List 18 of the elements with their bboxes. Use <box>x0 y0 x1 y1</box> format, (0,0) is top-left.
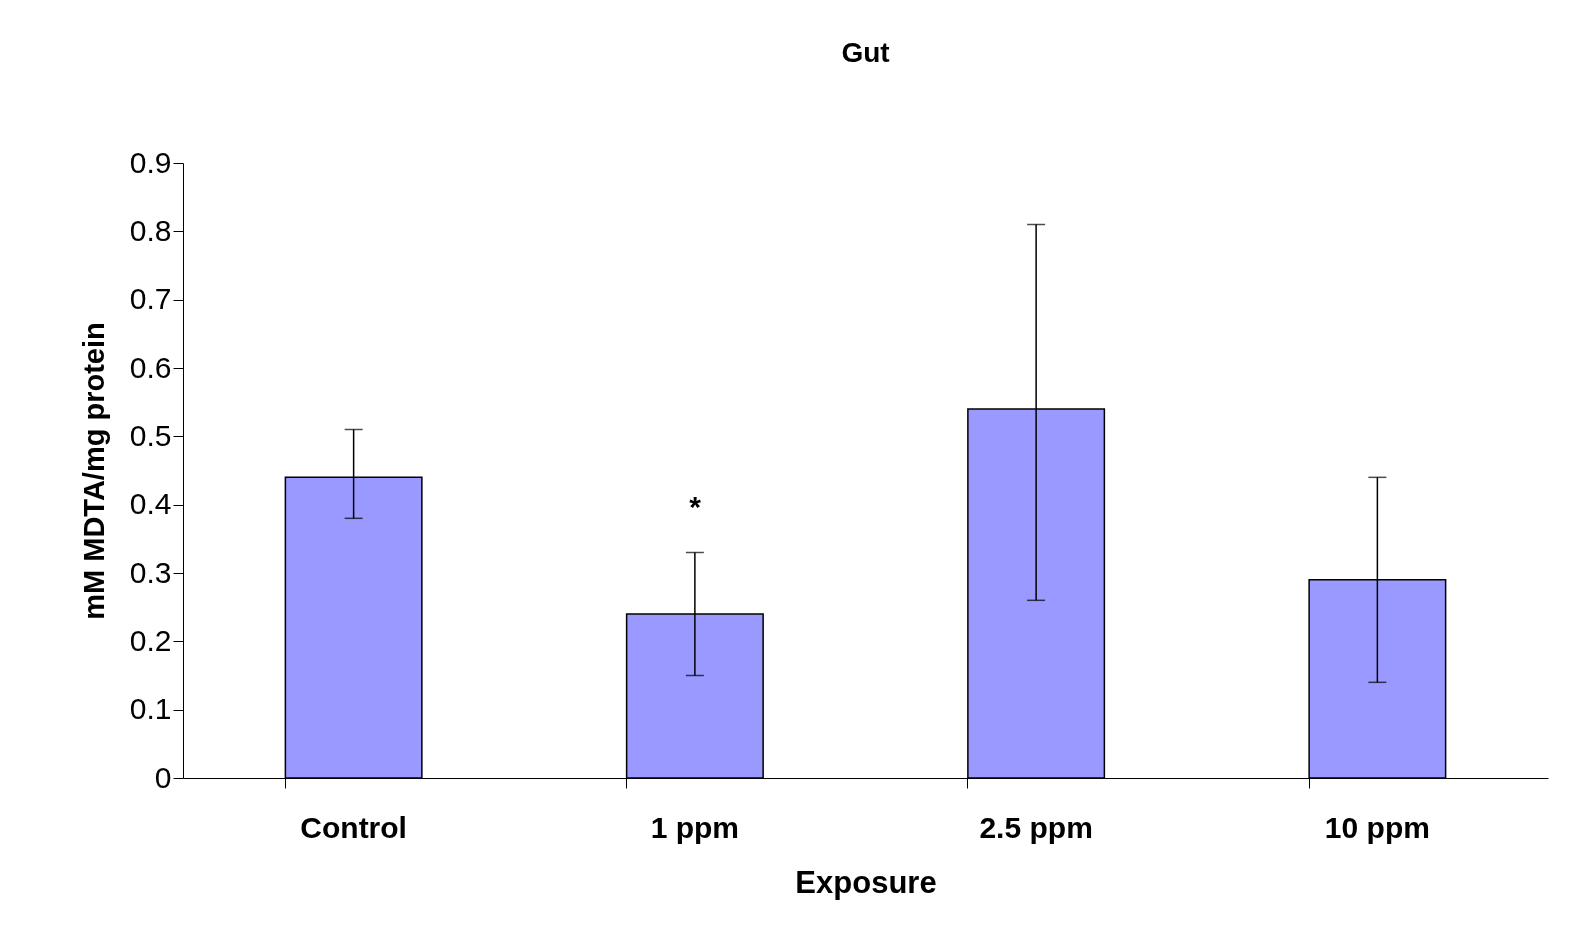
x-tick-label: 10 ppm <box>1324 810 1430 844</box>
x-tick-label: 1 ppm <box>650 810 740 844</box>
x-tick-label: Control <box>300 810 407 844</box>
y-tick-label: 0.8 <box>129 213 172 247</box>
x-axis-title: Exposure <box>795 864 937 900</box>
x-tick-label: 2.5 ppm <box>979 810 1093 844</box>
y-tick-label: 0.5 <box>129 418 172 452</box>
y-tick-label: 0.4 <box>129 487 172 521</box>
y-tick-label: 0.1 <box>129 692 172 726</box>
y-tick-label: 0.7 <box>129 282 172 316</box>
y-tick-label: 0.2 <box>129 623 172 657</box>
y-tick-label: 0.9 <box>129 145 172 179</box>
y-tick-label: 0.6 <box>129 350 172 384</box>
y-axis-title: mM MDTA/mg protein <box>77 322 110 620</box>
y-tick-label: 0 <box>154 760 172 794</box>
y-tick-label: 0.3 <box>129 555 172 589</box>
annotation: * <box>689 490 702 523</box>
chart-title: Gut <box>841 37 890 68</box>
